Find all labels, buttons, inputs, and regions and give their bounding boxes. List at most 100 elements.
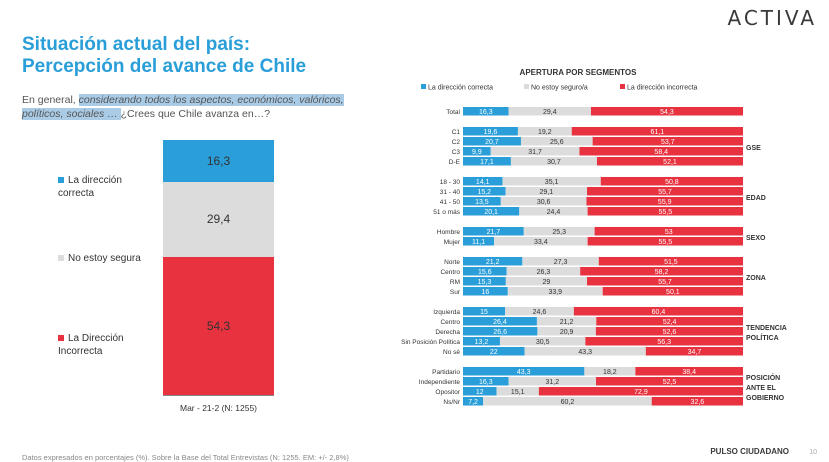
bar-value-label: 30,5 — [536, 339, 550, 346]
bar-value-label: 17,1 — [480, 159, 494, 166]
bar-value-label: 53 — [665, 229, 673, 236]
bar-value-label: 35,1 — [545, 179, 559, 186]
bar-value-label: 58,2 — [655, 269, 669, 276]
bar-value-label: 29 — [543, 279, 551, 286]
row-label: RM — [450, 279, 460, 286]
legend-label-incorrect: La Dirección Incorrecta — [58, 333, 124, 357]
legend-incorrect: La Dirección Incorrecta — [58, 332, 148, 358]
bar-value-label: 56,3 — [657, 339, 671, 346]
left-bar-segment-unsure: 29,4 — [163, 181, 274, 257]
bar-segment — [651, 397, 743, 406]
row-label: Izquierda — [433, 309, 460, 316]
bar-value-label: 26,4 — [493, 319, 507, 326]
survey-question: En general, considerando todos los aspec… — [22, 93, 372, 121]
group-label: ZONA — [746, 275, 766, 282]
bar-segment — [463, 127, 518, 136]
bar-segment — [463, 107, 509, 116]
bar-value-label: 50,8 — [665, 179, 679, 186]
bar-value-label: 55,5 — [658, 239, 672, 246]
bar-segment — [463, 227, 524, 236]
bar-segment — [463, 197, 501, 206]
bar-segment — [595, 327, 743, 336]
bar-value-label: 19,2 — [538, 129, 552, 136]
row-label: 51 o más — [433, 209, 460, 216]
footnote: Datos expresados en porcentajes (%). Sob… — [22, 453, 349, 462]
bar-segment — [520, 137, 593, 146]
bar-segment — [463, 287, 508, 296]
row-label: Sin Posición Política — [401, 339, 460, 346]
bar-value-label: 61,1 — [651, 129, 665, 136]
legend-swatch-2 — [620, 84, 625, 89]
bar-segment — [463, 207, 520, 216]
bar-value-label: 58,4 — [654, 149, 668, 156]
bar-value-label: 29,4 — [543, 109, 557, 116]
row-label: Ns/Nr — [443, 399, 460, 406]
bar-segment — [508, 377, 596, 386]
bar-segment — [580, 267, 743, 276]
left-bar-category-label: Mar - 21-2 (N: 1255) — [180, 403, 257, 413]
left-bar-value-incorrect: 54,3 — [206, 318, 231, 333]
bar-value-label: 20,1 — [484, 209, 498, 216]
bar-segment — [463, 157, 511, 166]
bar-segment — [585, 337, 743, 346]
bar-value-label: 13,2 — [475, 339, 489, 346]
bar-value-label: 24,4 — [547, 209, 561, 216]
row-label: C1 — [452, 129, 461, 136]
bar-segment — [587, 237, 743, 246]
bar-segment — [524, 347, 646, 356]
bar-segment — [490, 147, 580, 156]
bar-value-label: 20,7 — [485, 139, 499, 146]
bar-value-label: 25,3 — [552, 229, 566, 236]
bar-segment — [587, 187, 743, 196]
bar-value-label: 34,7 — [688, 349, 702, 356]
bar-value-label: 22 — [490, 349, 498, 356]
bar-segment — [635, 367, 743, 376]
bar-segment — [463, 137, 521, 146]
legend-label-1: No estoy seguro/a — [531, 85, 588, 92]
row-label: 41 - 50 — [440, 199, 461, 206]
group-label: SEXO — [746, 235, 766, 242]
group-label: GOBIERNO — [746, 395, 785, 402]
bar-segment — [463, 237, 495, 246]
row-label: C3 — [452, 149, 461, 156]
bar-value-label: 30,7 — [547, 159, 561, 166]
bar-value-label: 21,2 — [486, 259, 500, 266]
page-title: Situación actual del país: Percepción de… — [22, 34, 306, 78]
bar-value-label: 21,7 — [487, 229, 501, 236]
bar-segment — [579, 147, 743, 156]
bar-value-label: 15,1 — [511, 389, 525, 396]
legend-label-unsure: No estoy segura — [68, 253, 141, 264]
bar-value-label: 52,4 — [663, 319, 677, 326]
row-label: Independiente — [419, 379, 461, 386]
bar-segment — [517, 127, 572, 136]
bar-segment — [598, 257, 743, 266]
bar-value-label: 25,6 — [550, 139, 564, 146]
bar-value-label: 29,1 — [539, 189, 553, 196]
group-label: TENDENCIA — [746, 325, 787, 332]
legend-swatch-unsure — [58, 255, 64, 262]
bar-segment — [596, 157, 743, 166]
bar-value-label: 50,1 — [666, 289, 680, 296]
legend-unsure: No estoy segura — [58, 252, 158, 265]
bar-value-label: 33,9 — [548, 289, 562, 296]
bar-value-label: 9,9 — [472, 149, 482, 156]
row-label: Derecha — [435, 329, 460, 336]
bar-value-label: 24,6 — [533, 309, 547, 316]
bar-segment — [507, 287, 603, 296]
bar-segment — [463, 177, 503, 186]
bar-value-label: 31,7 — [528, 149, 542, 156]
question-prefix: En general, — [22, 94, 79, 106]
bar-value-label: 55,7 — [658, 279, 672, 286]
bar-value-label: 52,1 — [663, 159, 677, 166]
row-label: 18 - 30 — [440, 179, 461, 186]
bar-segment — [506, 267, 581, 276]
bar-value-label: 13,5 — [475, 199, 489, 206]
row-label: Mujer — [444, 239, 461, 246]
page-number: 10 — [809, 449, 817, 456]
group-label: ANTE EL — [746, 385, 777, 392]
bar-segment — [463, 147, 491, 156]
bar-value-label: 15,2 — [477, 189, 491, 196]
bar-value-label: 26,3 — [537, 269, 551, 276]
bar-segment — [592, 137, 743, 146]
bar-segment — [463, 267, 507, 276]
